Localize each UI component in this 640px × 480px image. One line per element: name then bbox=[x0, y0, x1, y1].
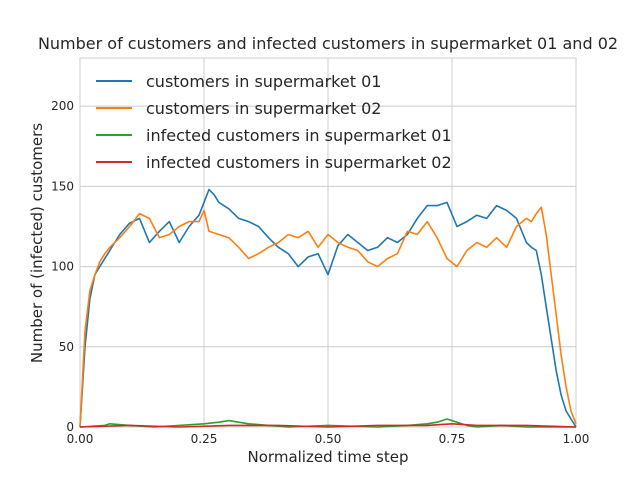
y-tick-label: 0 bbox=[66, 420, 74, 434]
y-axis-label: Number of (infected) customers bbox=[28, 123, 46, 363]
legend-label: customers in supermarket 01 bbox=[146, 72, 381, 91]
x-axis-label: Normalized time step bbox=[248, 448, 409, 466]
legend-label: infected customers in supermarket 01 bbox=[146, 126, 452, 145]
legend-label: customers in supermarket 02 bbox=[146, 99, 381, 118]
legend-entry-customers-02: customers in supermarket 02 bbox=[96, 99, 381, 118]
series-customers-02 bbox=[79, 206, 577, 428]
x-tick-label: 1.00 bbox=[563, 432, 590, 446]
chart-title: Number of customers and infected custome… bbox=[38, 34, 618, 53]
series-lines bbox=[79, 188, 577, 428]
series-customers-01 bbox=[79, 188, 577, 428]
x-tick-label: 0.00 bbox=[67, 432, 94, 446]
series-infected-02 bbox=[79, 422, 577, 428]
legend-entry-customers-01: customers in supermarket 01 bbox=[96, 72, 381, 91]
y-tick-label: 150 bbox=[51, 179, 74, 193]
x-tick-label: 0.75 bbox=[439, 432, 466, 446]
y-tick-label: 100 bbox=[51, 260, 74, 274]
y-tick-label: 200 bbox=[51, 99, 74, 113]
x-tick-label: 0.50 bbox=[315, 432, 342, 446]
x-tick-label: 0.25 bbox=[191, 432, 218, 446]
legend-entry-infected-01: infected customers in supermarket 01 bbox=[96, 126, 452, 145]
legend-entry-infected-02: infected customers in supermarket 02 bbox=[96, 153, 452, 172]
legend-label: infected customers in supermarket 02 bbox=[146, 153, 452, 172]
y-tick-label: 50 bbox=[59, 340, 74, 354]
tick-labels: 0.00 0.25 0.50 0.75 1.00 0 50 100 150 200 bbox=[51, 99, 589, 446]
legend: customers in supermarket 01 customers in… bbox=[96, 72, 452, 172]
